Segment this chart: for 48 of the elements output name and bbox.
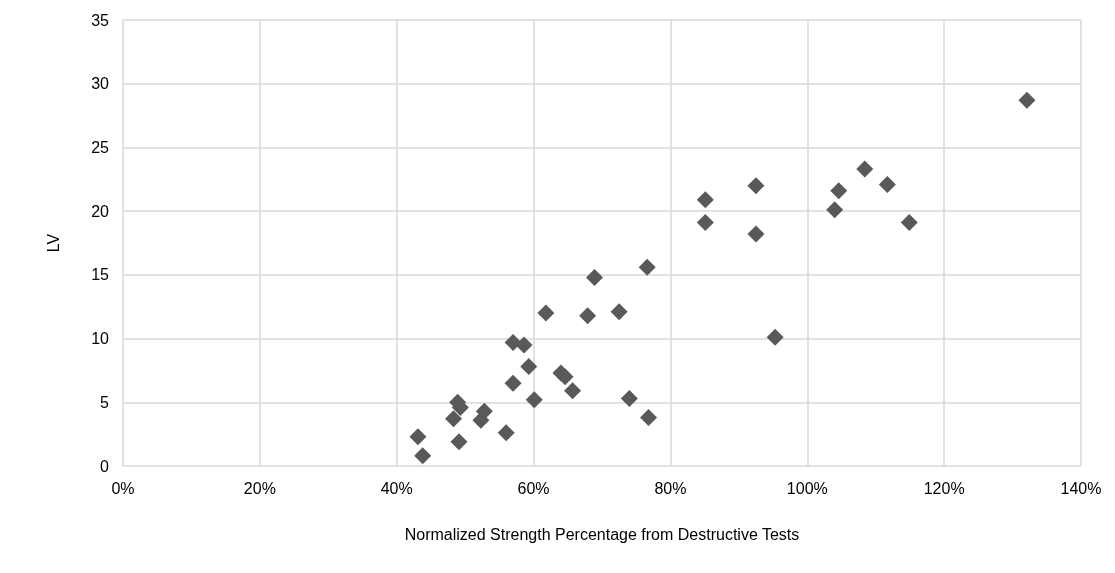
- point: [610, 303, 628, 321]
- y-tick-label: 30: [91, 75, 110, 93]
- point: [475, 402, 493, 420]
- point: [537, 304, 555, 322]
- x-axis-title: Normalized Strength Percentage from Destructive Tests: [404, 525, 800, 543]
- y-tick-label: 25: [91, 138, 110, 156]
- y-tick-label: 15: [91, 266, 110, 284]
- point: [414, 447, 432, 465]
- point: [497, 424, 515, 442]
- point: [504, 374, 522, 392]
- x-tick-label: 100%: [786, 479, 828, 497]
- y-axis-title: LV: [44, 233, 62, 253]
- point: [696, 214, 714, 232]
- point: [640, 409, 658, 427]
- y-tick-label: 20: [91, 202, 110, 220]
- point: [900, 214, 918, 232]
- point: [856, 160, 874, 178]
- point: [747, 177, 765, 195]
- x-tick-label: 80%: [654, 479, 687, 497]
- point: [515, 336, 533, 354]
- y-tick-label: 0: [100, 457, 110, 475]
- y-tick-label: 5: [100, 393, 110, 411]
- point: [1018, 91, 1036, 109]
- point: [564, 382, 582, 400]
- point: [450, 433, 468, 451]
- x-tick-label: 0%: [111, 479, 135, 497]
- y-tick-label: 35: [91, 11, 110, 29]
- point: [696, 191, 714, 209]
- point: [556, 368, 574, 386]
- point: [747, 225, 765, 243]
- point: [520, 358, 538, 376]
- point: [620, 389, 638, 407]
- y-tick-label: 10: [91, 330, 110, 348]
- x-tick-label: 20%: [243, 479, 276, 497]
- x-tick-label: 140%: [1060, 479, 1102, 497]
- point: [830, 182, 848, 200]
- x-tick-label: 40%: [380, 479, 413, 497]
- point: [525, 391, 543, 409]
- point: [766, 328, 784, 346]
- point: [878, 175, 896, 193]
- point: [638, 258, 656, 276]
- x-tick-label: 60%: [517, 479, 550, 497]
- x-tick-label: 120%: [923, 479, 965, 497]
- point: [585, 268, 603, 286]
- point: [409, 428, 427, 446]
- point: [445, 410, 463, 428]
- point: [826, 201, 844, 219]
- point: [579, 307, 597, 325]
